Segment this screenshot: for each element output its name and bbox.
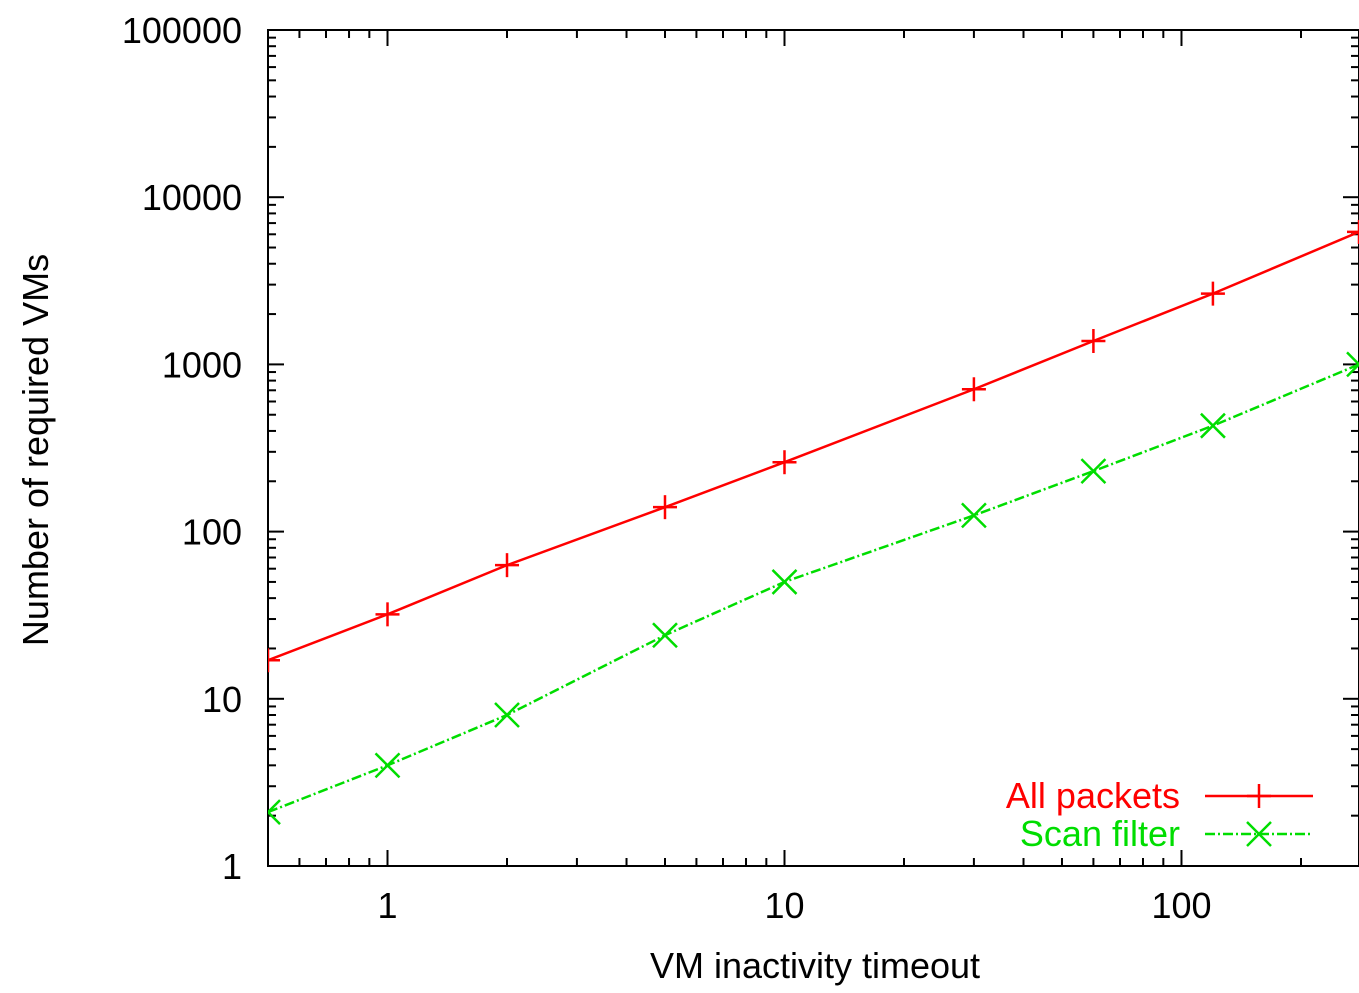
data-point [961,502,987,529]
plot-border [267,29,1359,867]
data-point [268,799,281,814]
series-line [268,230,1359,662]
x-tick-label: 1 [377,885,397,926]
data-point [1080,458,1107,485]
y-tick-label: 100000 [122,10,242,51]
series-1 [268,219,1359,673]
data-point [374,752,401,779]
legend-marker [1246,821,1272,847]
data-point [268,810,281,826]
plot-frame [267,29,1359,867]
y-tick-label: 10 [202,679,242,720]
data-point [1200,412,1226,439]
data-point [652,622,678,649]
y-tick-label: 10000 [142,177,242,218]
data-point [494,702,520,728]
y-axis-title: Number of required VMs [15,254,56,646]
data-point [1346,362,1359,378]
x-tick-label: 100 [1151,885,1211,926]
x-tick-label: 10 [764,885,804,926]
series-2 [268,351,1359,826]
y-tick-label: 1 [222,846,242,887]
x-axis: 1 10 100 [267,30,1302,926]
series-layer [268,219,1359,826]
x-axis-title: VM inactivity timeout [650,945,980,986]
legend-label: Scan filter [1020,813,1180,854]
y-tick-label: 100 [182,512,242,553]
y-tick-label: 1000 [162,344,242,385]
data-point [1346,351,1359,367]
data-point [771,569,798,595]
legend-label: All packets [1006,775,1180,816]
y-axis: 1 10 100 1000 10000 100000 [122,10,1359,887]
series-line [268,363,1359,814]
